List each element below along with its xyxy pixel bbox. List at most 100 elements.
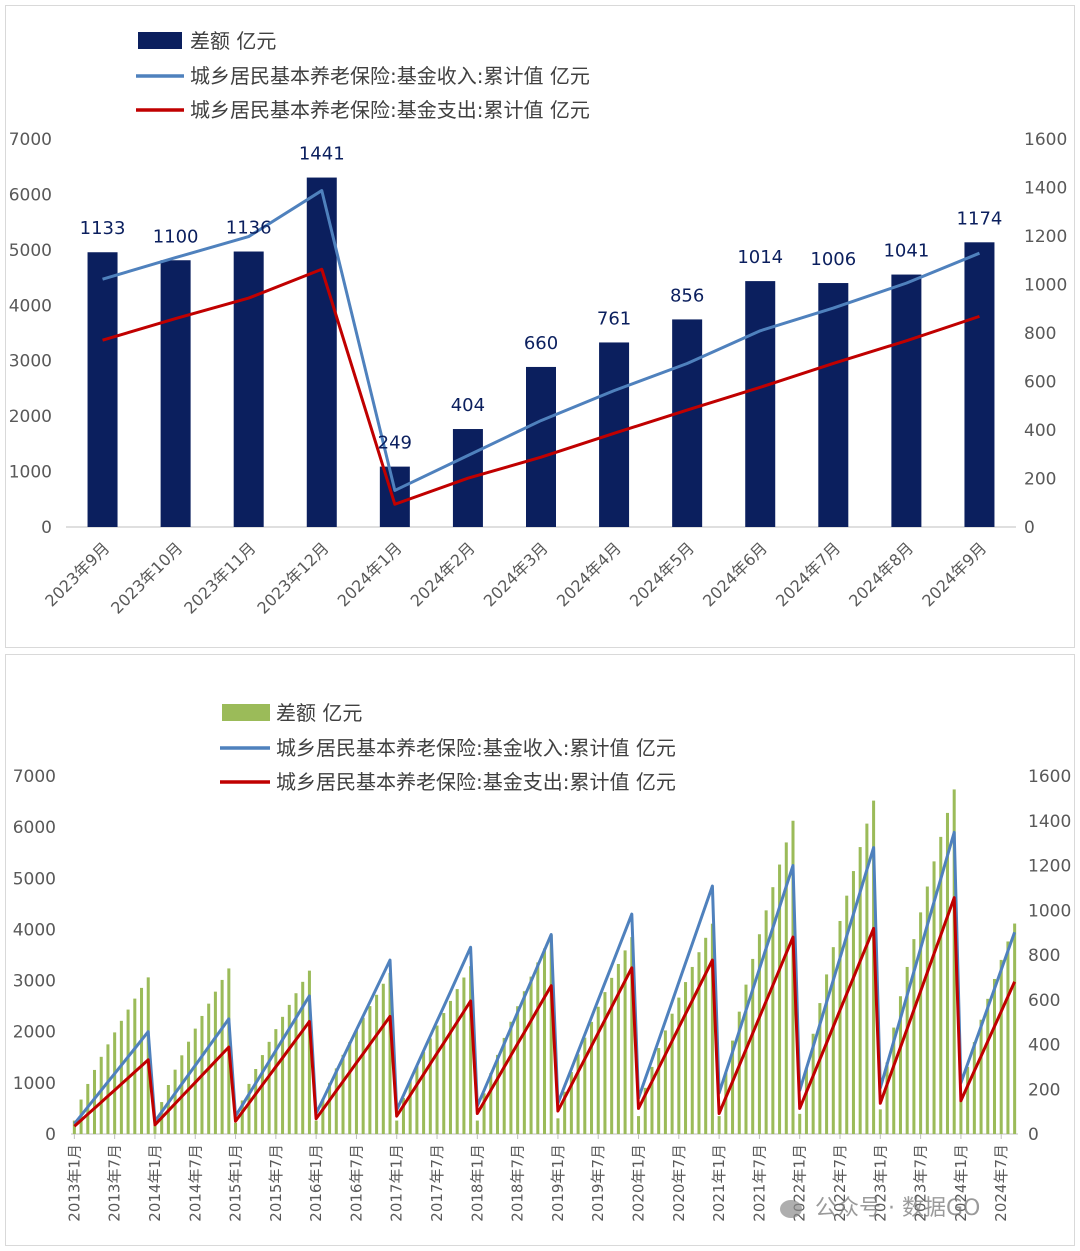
x-tick-label: 2021年7月 <box>750 1144 768 1222</box>
bar <box>146 977 150 1134</box>
bar-data-label: 1006 <box>810 249 856 270</box>
x-tick-label: 2016年1月 <box>307 1144 325 1222</box>
bar <box>885 1062 889 1134</box>
bar <box>610 977 614 1134</box>
x-tick-label: 2023年11月 <box>180 538 259 617</box>
bar <box>710 923 714 1134</box>
bar <box>247 1083 251 1134</box>
x-tick-label: 2023年10月 <box>107 538 186 617</box>
bar <box>368 1006 372 1134</box>
bar <box>878 1109 882 1134</box>
y-left-tick-label: 1000 <box>13 1074 56 1094</box>
bar <box>670 1013 674 1134</box>
bar <box>912 939 916 1134</box>
y-right-tick-label: 1400 <box>1024 179 1067 199</box>
x-tick-label: 2018年7月 <box>509 1144 527 1222</box>
legend-label: 城乡居民基本养老保险:基金支出:累计值 亿元 <box>276 770 676 794</box>
bar <box>596 1006 600 1134</box>
bar-data-label: 1174 <box>957 208 1003 229</box>
bar <box>375 994 379 1134</box>
bar <box>307 970 311 1134</box>
y-left-tick-label: 7000 <box>9 130 52 150</box>
bar <box>72 1120 76 1134</box>
x-tick-label: 2023年12月 <box>253 538 332 617</box>
bar <box>891 274 922 527</box>
bar <box>684 982 688 1134</box>
y-right-tick-label: 400 <box>1024 421 1056 441</box>
bar <box>361 1017 365 1134</box>
bar <box>986 998 990 1134</box>
bar <box>778 864 782 1134</box>
bar <box>690 966 694 1134</box>
bar <box>254 1069 258 1134</box>
x-tick-label: 2024年8月 <box>845 538 917 610</box>
bar <box>274 1029 278 1134</box>
bar <box>220 979 224 1134</box>
bar <box>119 1020 123 1134</box>
bar <box>905 966 909 1134</box>
bar <box>462 977 466 1134</box>
bar <box>964 242 995 527</box>
bar <box>422 1051 426 1134</box>
bar <box>939 836 943 1134</box>
bar <box>865 823 869 1134</box>
bar <box>643 1087 647 1134</box>
bar <box>489 1073 493 1134</box>
y-right-tick-label: 1000 <box>1024 276 1067 296</box>
bar <box>502 1037 506 1134</box>
y-right-tick-label: 600 <box>1028 991 1060 1011</box>
bar <box>811 1033 815 1134</box>
bar <box>724 1072 728 1134</box>
bar <box>704 937 708 1134</box>
bar <box>959 1100 963 1134</box>
x-tick-label: 2015年7月 <box>267 1144 285 1222</box>
bar <box>569 1071 573 1134</box>
bar <box>576 1054 580 1134</box>
bar <box>153 1125 157 1134</box>
bar <box>455 989 459 1134</box>
bar <box>529 976 533 1134</box>
legend-label: 城乡居民基本养老保险:基金支出:累计值 亿元 <box>190 98 590 122</box>
bar <box>379 466 410 527</box>
bar-data-label: 761 <box>597 308 631 329</box>
expense-line <box>73 896 1016 1128</box>
bar-data-label: 1136 <box>226 218 272 239</box>
bar <box>992 978 997 1134</box>
x-tick-label: 2024年2月 <box>407 538 479 610</box>
x-tick-label: 2020年7月 <box>670 1144 688 1222</box>
y-right-tick-label: 400 <box>1028 1036 1060 1056</box>
x-tick-label: 2014年1月 <box>146 1144 164 1222</box>
x-tick-label: 2024年3月 <box>480 538 552 610</box>
y-right-tick-label: 200 <box>1024 470 1056 490</box>
bar <box>448 1000 452 1134</box>
bar <box>415 1065 419 1134</box>
bar <box>408 1081 412 1134</box>
bar <box>133 998 137 1134</box>
bar <box>475 1120 479 1134</box>
bar <box>401 1097 405 1134</box>
y-left-tick-label: 6000 <box>9 185 52 205</box>
bar <box>395 1120 399 1134</box>
x-tick-label: 2024年1月 <box>952 1144 970 1222</box>
x-tick-label: 2024年7月 <box>992 1144 1010 1222</box>
x-tick-label: 2018年1月 <box>468 1144 486 1222</box>
bar <box>106 1044 110 1134</box>
bar <box>637 1116 641 1134</box>
bar-data-label: 1014 <box>737 247 783 268</box>
wechat-icon <box>780 1200 802 1218</box>
bar <box>267 1041 271 1134</box>
y-left-tick-label: 4000 <box>9 296 52 316</box>
bar <box>925 886 929 1134</box>
x-tick-label: 2020年1月 <box>630 1144 648 1222</box>
expense-line <box>102 267 980 506</box>
x-tick-label: 2022年7月 <box>831 1144 849 1222</box>
bar <box>838 920 842 1134</box>
y-right-tick-label: 0 <box>1028 1125 1039 1145</box>
bar <box>549 934 553 1134</box>
y-left-tick-label: 4000 <box>13 920 56 940</box>
bar <box>650 1066 654 1134</box>
bar <box>1006 941 1010 1134</box>
bar <box>751 958 755 1134</box>
bar <box>979 1019 983 1134</box>
